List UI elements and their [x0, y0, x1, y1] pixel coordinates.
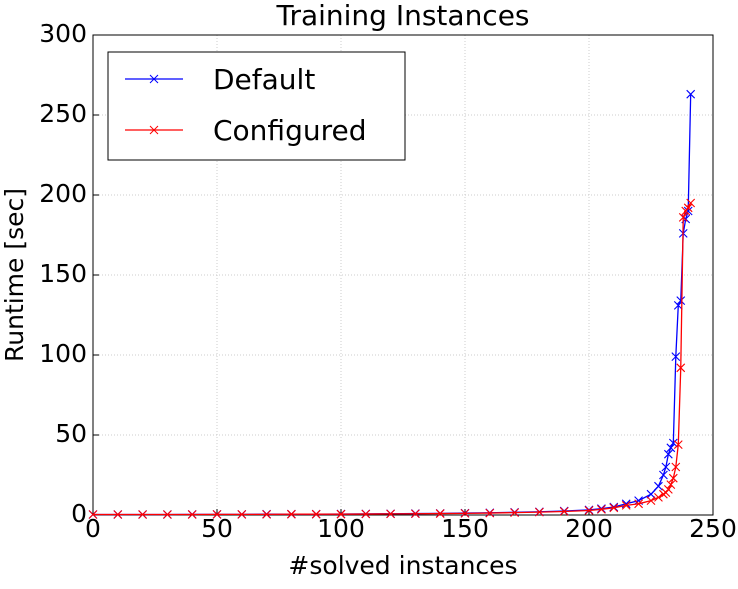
legend-marker [149, 74, 159, 84]
point-marker [311, 509, 321, 519]
y-tick-label: 300 [39, 19, 87, 48]
point-marker [187, 510, 197, 519]
point-marker [237, 509, 247, 519]
point-marker [654, 481, 663, 491]
point-marker [361, 509, 371, 519]
point-marker [510, 508, 519, 517]
x-axis-label: #solved instances [288, 551, 517, 580]
point-marker [621, 501, 631, 510]
point-marker [411, 509, 420, 519]
point-marker [654, 493, 663, 502]
point-marker [676, 363, 686, 373]
point-marker [88, 510, 98, 519]
chart-title: Training Instances [275, 0, 529, 32]
point-marker [634, 499, 643, 509]
point-marker [659, 470, 668, 480]
plot-frame [92, 34, 714, 516]
y-tick-label: 150 [39, 259, 87, 288]
point-marker [287, 509, 296, 519]
point-marker [535, 507, 544, 517]
point-marker [671, 462, 681, 472]
y-tick-label: 0 [71, 499, 87, 528]
y-tick-label: 250 [39, 99, 87, 128]
legend-label: Configured [213, 114, 366, 147]
point-marker [661, 462, 671, 472]
point-marker [663, 449, 673, 459]
point-marker [673, 440, 683, 449]
point-marker [673, 301, 683, 310]
y-axis-label: Runtime [sec] [0, 188, 29, 362]
point-marker [597, 505, 606, 514]
x-tick-label: 250 [689, 514, 737, 543]
point-marker [666, 443, 676, 453]
x-tick-label: 0 [85, 514, 101, 543]
point-marker [138, 510, 147, 519]
point-marker [336, 509, 346, 519]
series-line [93, 202, 692, 516]
point-marker [668, 473, 678, 483]
point-marker [485, 508, 495, 518]
point-marker [262, 509, 271, 519]
series [88, 198, 696, 519]
point-marker [646, 489, 656, 499]
point-marker [386, 509, 395, 519]
point-marker [668, 438, 678, 448]
point-marker [676, 296, 686, 305]
y-tick-label: 200 [39, 179, 87, 208]
legend-label: Default [213, 63, 315, 96]
point-marker [559, 507, 569, 516]
point-marker [666, 480, 676, 489]
point-marker [460, 509, 470, 518]
x-tick-label: 50 [201, 514, 233, 543]
point-marker [609, 502, 619, 512]
x-tick-label: 150 [441, 514, 489, 543]
point-marker [584, 506, 594, 515]
x-tick-label: 200 [565, 514, 613, 543]
point-marker [597, 504, 606, 513]
point-marker [113, 510, 123, 519]
point-marker [686, 198, 696, 208]
point-marker [678, 213, 688, 222]
y-tick-label: 100 [39, 339, 87, 368]
point-marker [683, 203, 693, 213]
legend-marker [149, 125, 159, 135]
point-marker [663, 485, 673, 494]
y-tick-label: 50 [55, 419, 87, 448]
x-tick-label: 100 [317, 514, 365, 543]
point-marker [163, 510, 172, 519]
point-marker [646, 496, 656, 505]
point-marker [686, 89, 696, 99]
point-marker [609, 503, 619, 513]
point-marker [212, 509, 222, 519]
point-marker [435, 509, 445, 518]
legend-box [107, 51, 406, 161]
point-marker [683, 206, 693, 216]
point-marker [671, 352, 681, 361]
